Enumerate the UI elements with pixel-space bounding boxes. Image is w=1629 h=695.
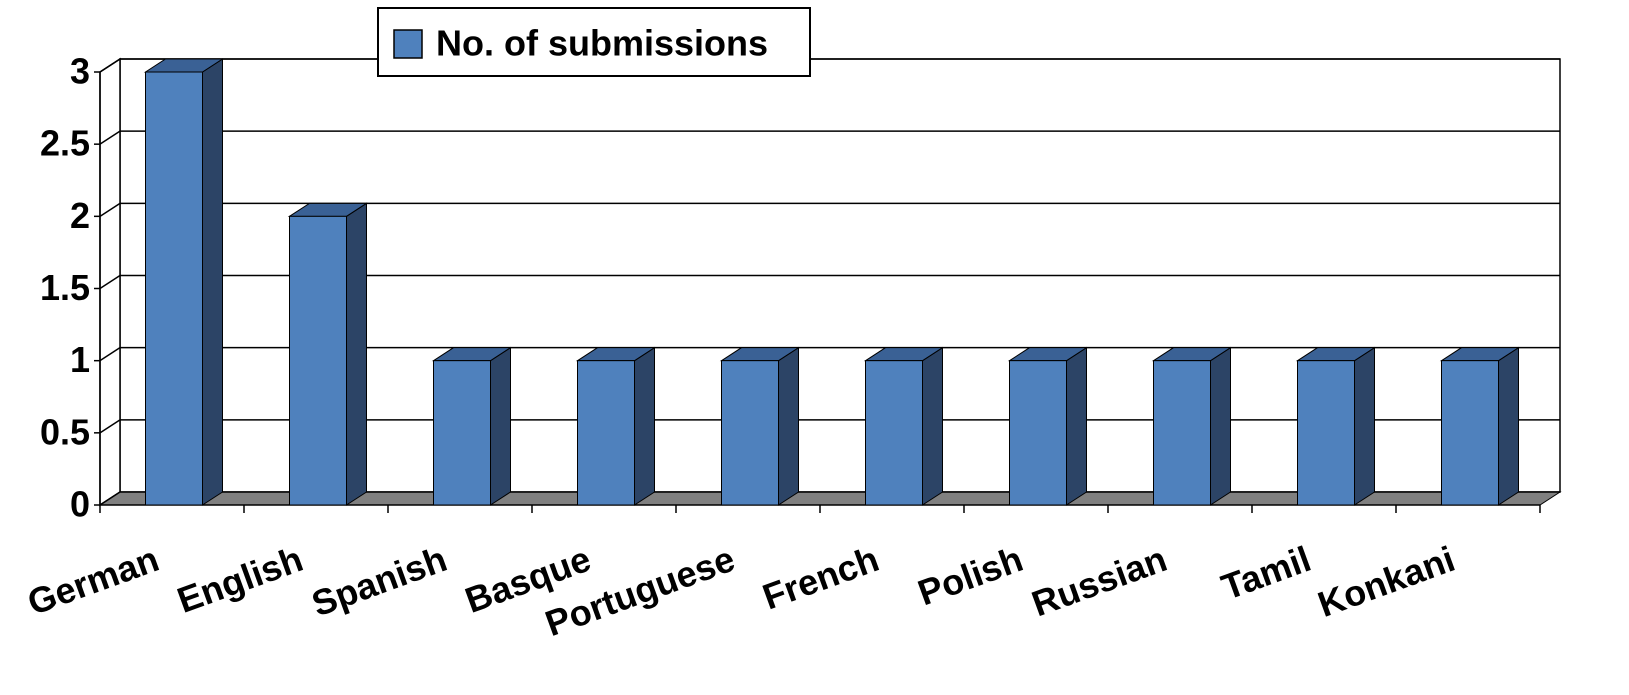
x-tick-label: English [172, 538, 308, 621]
y-tick-label: 0.5 [40, 411, 90, 452]
bar-side [1210, 346, 1231, 506]
x-tick-label: Konkani [1313, 538, 1460, 625]
grid-line [99, 58, 1560, 73]
bar [433, 360, 491, 506]
grid-line [99, 274, 1560, 290]
y-tick-label: 2 [70, 195, 90, 236]
bar [1441, 360, 1499, 506]
bar-side [922, 346, 943, 506]
bar [721, 360, 779, 506]
legend-swatch [393, 29, 423, 59]
y-tick-label: 1.5 [40, 267, 90, 308]
bar [289, 215, 347, 506]
bar-side [346, 202, 367, 506]
x-tick-label: Spanish [306, 538, 452, 624]
bar-side [1498, 346, 1519, 506]
bar [865, 360, 923, 506]
bar [1153, 360, 1211, 506]
x-tick-label: Russian [1026, 538, 1172, 624]
x-tick-label: German [22, 538, 164, 623]
y-tick-label: 3 [70, 51, 90, 92]
x-tick-label: Tamil [1216, 538, 1316, 608]
bar-side [1066, 346, 1087, 506]
x-tick-label: Polish [912, 538, 1028, 613]
bar-side [778, 346, 799, 506]
x-tick-label: French [757, 538, 884, 618]
grid-line [99, 130, 1560, 145]
bar-side [490, 346, 511, 506]
bar [145, 71, 203, 506]
bar [1297, 360, 1355, 506]
y-tick-label: 2.5 [40, 123, 90, 164]
legend-box [377, 7, 811, 77]
y-tick-label: 1 [70, 339, 90, 380]
grid-line [99, 202, 1560, 217]
bar-side [1354, 346, 1375, 506]
bar [577, 360, 635, 506]
bar-side [202, 58, 223, 506]
bar-side [634, 346, 655, 506]
legend-label: No. of submissions [436, 23, 768, 64]
bar [1009, 360, 1067, 506]
y-tick-label: 0 [70, 484, 90, 525]
